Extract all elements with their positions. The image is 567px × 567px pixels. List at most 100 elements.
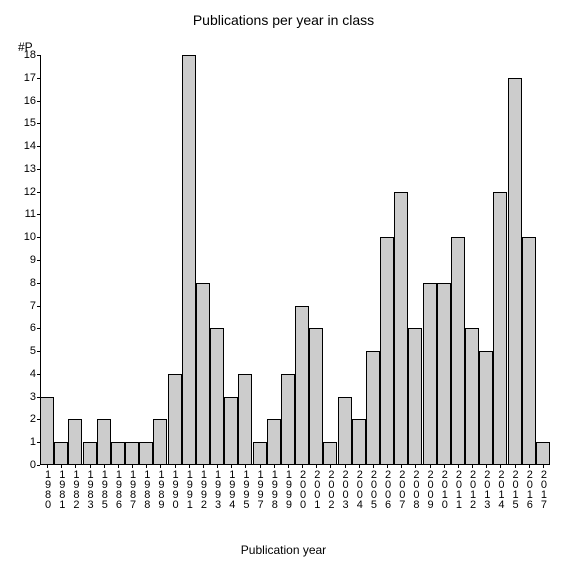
x-tick-mark [316,465,317,468]
x-tick-label: 2003 [340,469,351,509]
y-tick-mark [37,260,40,261]
x-tick-label: 1999 [283,469,294,509]
bar [309,328,323,465]
bar [125,442,139,465]
bar [238,374,252,465]
y-tick-label: 0 [30,459,36,471]
bar [536,442,550,465]
x-tick-label: 1994 [226,469,237,509]
y-tick-label: 15 [24,117,36,129]
x-tick-mark [515,465,516,468]
x-tick-label: 1998 [269,469,280,509]
y-tick-mark [37,169,40,170]
bar [423,283,437,465]
bar [323,442,337,465]
x-tick-label: 1987 [127,469,138,509]
bar [437,283,451,465]
x-tick-label: 1988 [141,469,152,509]
x-tick-mark [529,465,530,468]
bar [224,397,238,465]
x-tick-mark [231,465,232,468]
x-tick-mark [373,465,374,468]
x-tick-label: 1991 [184,469,195,509]
bar [139,442,153,465]
y-tick-label: 7 [30,300,36,312]
x-tick-label: 1997 [255,469,266,509]
x-tick-mark [104,465,105,468]
bar [408,328,422,465]
x-tick-mark [458,465,459,468]
y-tick-label: 8 [30,277,36,289]
bar [54,442,68,465]
x-tick-mark [132,465,133,468]
bar [394,192,408,465]
bar [380,237,394,465]
x-tick-label: 2006 [382,469,393,509]
x-tick-label: 1986 [113,469,124,509]
bar [281,374,295,465]
bar [210,328,224,465]
y-tick-mark [37,374,40,375]
x-tick-mark [430,465,431,468]
bar [83,442,97,465]
y-tick-mark [37,101,40,102]
x-tick-label: 1990 [170,469,181,509]
plot-area: 0123456789101112131415161718198019811982… [40,55,550,465]
x-tick-mark [359,465,360,468]
x-tick-mark [146,465,147,468]
bar [479,351,493,465]
bar [267,419,281,465]
bar [111,442,125,465]
x-tick-label: 2016 [524,469,535,509]
y-tick-label: 6 [30,322,36,334]
x-tick-mark [189,465,190,468]
y-tick-label: 17 [24,72,36,84]
x-tick-mark [472,465,473,468]
bar [366,351,380,465]
bar [40,397,54,465]
x-tick-label: 1982 [70,469,81,509]
bar [253,442,267,465]
x-tick-mark [387,465,388,468]
x-tick-mark [175,465,176,468]
x-tick-mark [500,465,501,468]
y-tick-mark [37,214,40,215]
y-tick-mark [37,283,40,284]
y-tick-mark [37,237,40,238]
x-tick-mark [345,465,346,468]
x-tick-mark [415,465,416,468]
y-tick-mark [37,55,40,56]
x-tick-mark [260,465,261,468]
x-tick-label: 1985 [99,469,110,509]
y-tick-mark [37,78,40,79]
x-tick-mark [61,465,62,468]
bar [196,283,210,465]
y-tick-label: 5 [30,345,36,357]
x-tick-mark [217,465,218,468]
y-tick-label: 12 [24,186,36,198]
bar [493,192,507,465]
bar [338,397,352,465]
bar [352,419,366,465]
y-tick-label: 14 [24,140,36,152]
bar [182,55,196,465]
x-tick-label: 1983 [85,469,96,509]
bar [295,306,309,465]
x-tick-label: 1995 [240,469,251,509]
x-tick-label: 1981 [56,469,67,509]
x-tick-mark [330,465,331,468]
x-tick-label: 1980 [42,469,53,509]
x-tick-mark [486,465,487,468]
x-tick-label: 2009 [425,469,436,509]
x-tick-label: 2015 [510,469,521,509]
x-tick-mark [47,465,48,468]
y-tick-label: 4 [30,368,36,380]
bar [508,78,522,465]
x-tick-mark [302,465,303,468]
x-tick-mark [288,465,289,468]
bar [522,237,536,465]
x-tick-label: 2017 [538,469,549,509]
x-tick-label: 2013 [481,469,492,509]
y-tick-mark [37,146,40,147]
y-tick-label: 3 [30,391,36,403]
